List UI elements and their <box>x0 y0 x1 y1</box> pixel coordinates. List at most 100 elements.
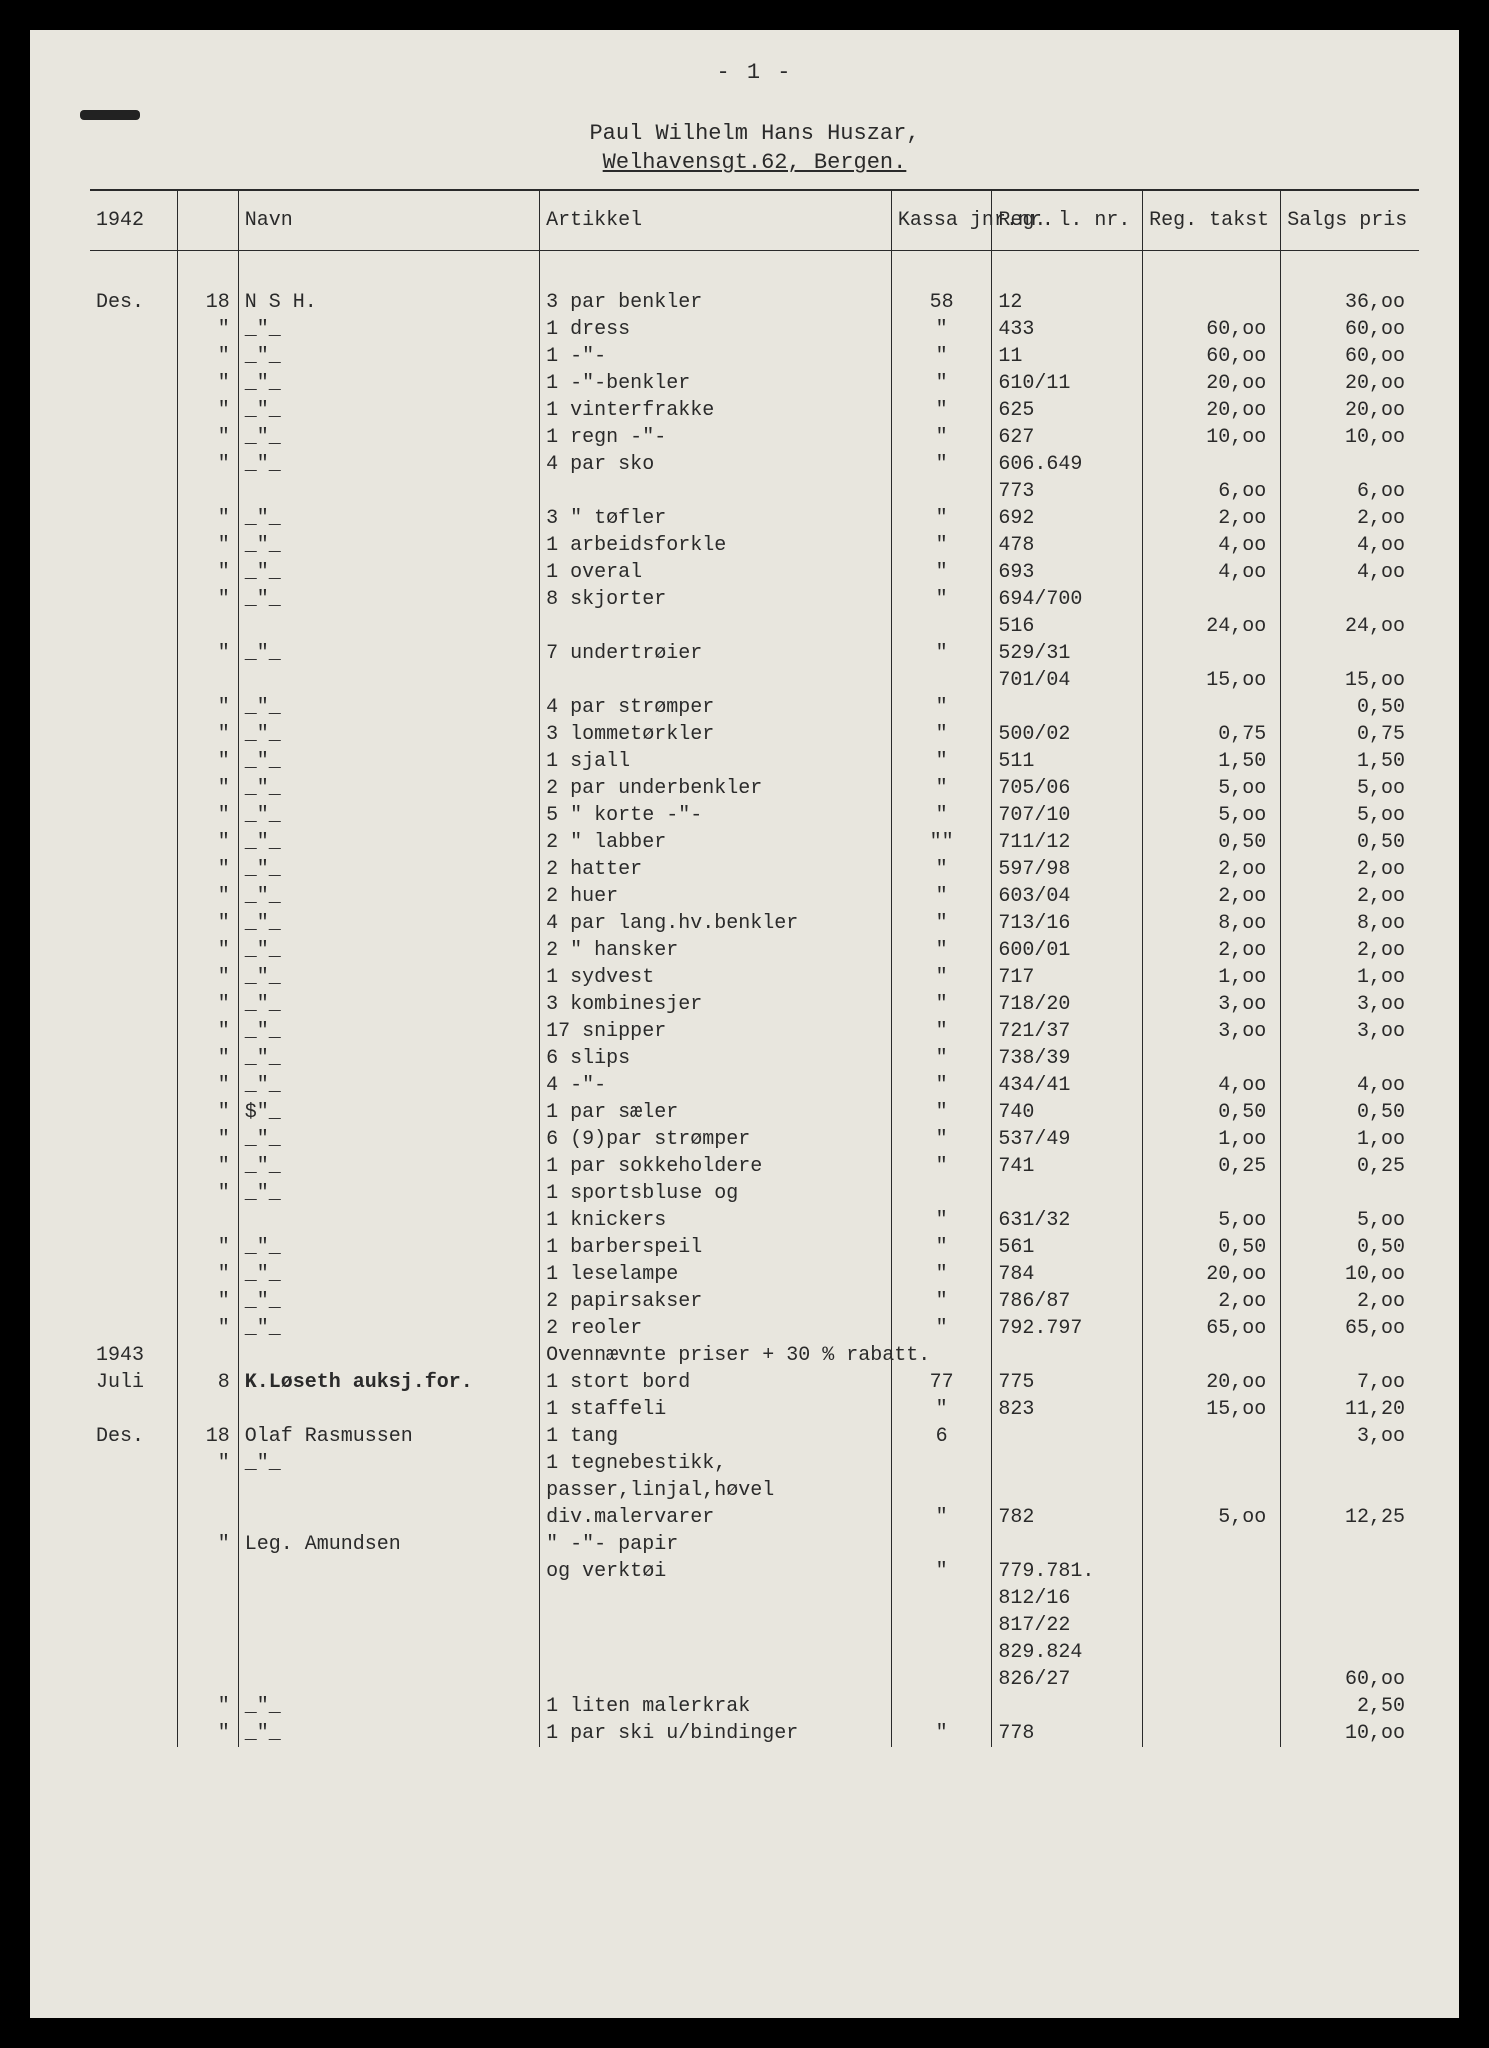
cell: 1 dress <box>540 316 892 343</box>
cell: 3,oo <box>1281 1018 1419 1045</box>
cell: 1,oo <box>1281 1126 1419 1153</box>
cell <box>1143 1477 1281 1504</box>
cell: 20,oo <box>1281 370 1419 397</box>
cell: " <box>178 370 238 397</box>
cell <box>238 1477 539 1504</box>
cell <box>1143 1045 1281 1072</box>
cell: " <box>178 721 238 748</box>
cell <box>1143 1585 1281 1612</box>
cell: " <box>178 1018 238 1045</box>
cell <box>90 748 178 775</box>
col-reg-takst: Reg. takst <box>1143 191 1281 251</box>
cell: 60,oo <box>1143 316 1281 343</box>
table-row: Des.18Olaf Rasmussen1 tang63,oo <box>90 1423 1419 1450</box>
cell: 779.781. <box>992 1558 1143 1585</box>
table-row: 1943Ovennævnte priser + 30 % rabatt. <box>90 1342 1419 1369</box>
cell <box>540 667 892 694</box>
cell: " <box>891 343 991 370</box>
cell: 2 papirsakser <box>540 1288 892 1315</box>
cell: 60,oo <box>1143 343 1281 370</box>
cell: 12,25 <box>1281 1504 1419 1531</box>
cell <box>540 1585 892 1612</box>
table-row: "$"_1 par sæler"7400,500,50 <box>90 1099 1419 1126</box>
cell <box>1143 694 1281 721</box>
cell <box>1143 1612 1281 1639</box>
table-row: "_"_4 -"-"434/414,oo4,oo <box>90 1072 1419 1099</box>
cell: " <box>178 1261 238 1288</box>
cell: " <box>891 1072 991 1099</box>
cell: 15,oo <box>1281 667 1419 694</box>
cell: " <box>891 1207 991 1234</box>
cell: 6 <box>891 1423 991 1450</box>
cell: _"_ <box>238 1720 539 1747</box>
cell <box>238 478 539 505</box>
cell: " <box>178 1072 238 1099</box>
cell: 516 <box>992 613 1143 640</box>
cell: 20,oo <box>1143 1369 1281 1396</box>
cell: _"_ <box>238 532 539 559</box>
cell: 1 tang <box>540 1423 892 1450</box>
cell <box>90 1504 178 1531</box>
header-address: Welhavensgt.62, Bergen. <box>90 149 1419 178</box>
cell: 1 par ski u/bindinger <box>540 1720 892 1747</box>
cell: 6 slips <box>540 1045 892 1072</box>
cell: 2,oo <box>1143 1288 1281 1315</box>
cell: 1 overal <box>540 559 892 586</box>
cell <box>90 1072 178 1099</box>
cell: 2 " hansker <box>540 937 892 964</box>
col-kassa: Kassa jnr.nr. <box>891 191 991 251</box>
cell: _"_ <box>238 1693 539 1720</box>
cell: 3 par benkler <box>540 251 892 317</box>
cell <box>90 1180 178 1207</box>
cell: div.malervarer <box>540 1504 892 1531</box>
cell <box>90 1450 178 1477</box>
cell: 24,oo <box>1143 613 1281 640</box>
cell <box>992 694 1143 721</box>
cell: _"_ <box>238 1288 539 1315</box>
ledger-table: 1942 Navn Artikkel Kassa jnr.nr. Reg. l.… <box>90 191 1419 1747</box>
cell <box>90 1099 178 1126</box>
cell <box>90 1288 178 1315</box>
cell: 2,50 <box>1281 1693 1419 1720</box>
header-name: Paul Wilhelm Hans Huszar, <box>90 120 1419 149</box>
cell <box>992 1450 1143 1477</box>
table-row: Juli8K.Løseth auksj.for.1 stort bord7777… <box>90 1369 1419 1396</box>
cell: 4 par lang.hv.benkler <box>540 910 892 937</box>
cell: 1,oo <box>1143 1126 1281 1153</box>
table-row: 817/22 <box>90 1612 1419 1639</box>
cell: 707/10 <box>992 802 1143 829</box>
cell: " <box>891 1153 991 1180</box>
cell: 784 <box>992 1261 1143 1288</box>
cell: 1 knickers <box>540 1207 892 1234</box>
cell: " <box>178 1450 238 1477</box>
cell <box>178 1585 238 1612</box>
cell: 2 huer <box>540 883 892 910</box>
cell: " <box>178 1531 238 1558</box>
cell <box>90 424 178 451</box>
cell: _"_ <box>238 829 539 856</box>
cell: 1,oo <box>1143 964 1281 991</box>
cell <box>891 1180 991 1207</box>
cell: "" <box>891 829 991 856</box>
cell <box>891 1693 991 1720</box>
cell <box>238 1504 539 1531</box>
cell <box>90 883 178 910</box>
cell: 2,oo <box>1281 1288 1419 1315</box>
cell: " <box>178 1099 238 1126</box>
cell <box>1281 451 1419 478</box>
cell: 6,oo <box>1143 478 1281 505</box>
cell: 2,oo <box>1143 856 1281 883</box>
cell: " <box>891 1045 991 1072</box>
document-header: Paul Wilhelm Hans Huszar, Welhavensgt.62… <box>90 120 1419 177</box>
table-row: "_"_2 " labber""711/120,500,50 <box>90 829 1419 856</box>
cell <box>178 1207 238 1234</box>
cell: 18 <box>178 1423 238 1450</box>
cell: 20,oo <box>1143 1261 1281 1288</box>
cell: passer,linjal,høvel <box>540 1477 892 1504</box>
cell: _"_ <box>238 721 539 748</box>
cell: 537/49 <box>992 1126 1143 1153</box>
cell <box>1143 1531 1281 1558</box>
page-number: - 1 - <box>90 60 1419 85</box>
cell <box>90 937 178 964</box>
cell <box>891 1612 991 1639</box>
